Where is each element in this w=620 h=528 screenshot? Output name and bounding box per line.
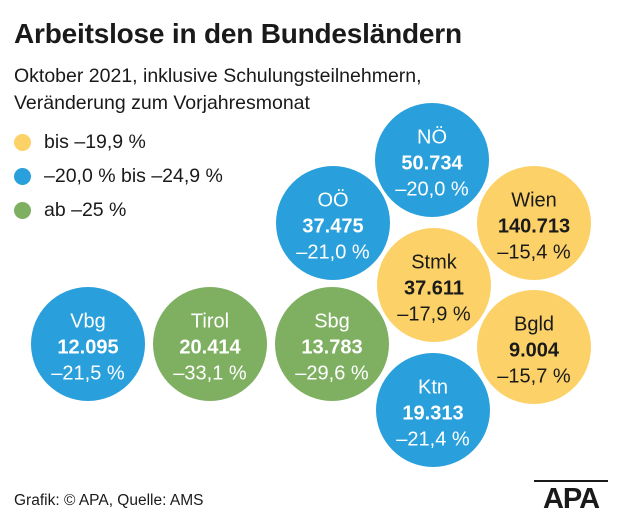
bubble-stmk: Stmk 37.611 –17,9 % [377,228,491,342]
bubble-change-label: –21,5 % [51,362,125,384]
bubble-region-label: Tirol [191,310,229,332]
bubble-region-label: Wien [511,189,557,211]
bubble-sbg: Sbg 13.783 –29,6 % [275,287,389,401]
bubble-circle [153,287,267,401]
legend: bis –19,9 % –20,0 % bis –24,9 % ab –25 % [14,125,223,227]
bubble-value-label: 140.713 [498,215,570,237]
bubble-change-label: –21,4 % [396,428,470,450]
bubble-circle [477,166,591,280]
bubble-value-label: 9.004 [509,339,560,361]
bubble-change-label: –29,6 % [295,362,369,384]
bubble-value-label: 37.611 [404,277,464,299]
bubble-region-label: NÖ [417,126,447,148]
bubble-region-label: Sbg [314,310,350,332]
bubble-change-label: –15,4 % [497,241,571,263]
subtitle-line-2: Veränderung zum Vorjahresmonat [14,92,310,114]
bubble-value-label: 37.475 [302,215,363,237]
bubble-circle [377,228,491,342]
bubble-region-label: Bgld [514,313,554,335]
bubble-change-label: –33,1 % [173,362,247,384]
bubble-value-label: 19.313 [402,402,463,424]
legend-dot-green [14,201,31,219]
bubble-circle [376,353,490,467]
bubble-region-label: Vbg [70,310,106,332]
bubble-change-label: –20,0 % [395,178,469,200]
apa-logo: APA [534,480,608,516]
legend-label: bis –19,9 % [44,130,146,153]
bubble-change-label: –21,0 % [296,241,370,263]
logo-stripe [534,480,608,482]
legend-item-blue: –20,0 % bis –24,9 % [14,159,223,193]
logo-text: APA [542,483,600,515]
chart-subtitle: Oktober 2021, inklusive Schulungsteilneh… [14,63,422,117]
bubble-tirol: Tirol 20.414 –33,1 % [153,287,267,401]
bubble-value-label: 50.734 [401,152,463,174]
bubble-circle [276,166,390,280]
bubble-vbg: Vbg 12.095 –21,5 % [31,287,145,401]
legend-item-yellow: bis –19,9 % [14,125,223,159]
bubble-region-label: Ktn [418,376,448,398]
legend-dot-blue [14,167,31,185]
bubble-value-label: 12.095 [57,336,118,358]
bubble-change-label: –17,9 % [397,303,471,325]
bubble-change-label: –15,7 % [497,365,571,387]
bubble-ktn: Ktn 19.313 –21,4 % [376,353,490,467]
bubble-noe: NÖ 50.734 –20,0 % [375,103,489,217]
bubble-value-label: 20.414 [179,336,241,358]
bubble-bgld: Bgld 9.004 –15,7 % [477,290,591,404]
bubble-region-label: OÖ [317,189,348,211]
chart-title: Arbeitslose in den Bundesländern [14,18,462,49]
bubble-circle [275,287,389,401]
legend-dot-yellow [14,133,31,151]
bubble-circle [31,287,145,401]
source-credit: Grafik: © APA, Quelle: AMS [14,492,204,509]
bubble-value-label: 13.783 [301,336,362,358]
legend-label: ab –25 % [44,198,127,221]
bubble-circle [477,290,591,404]
subtitle-line-1: Oktober 2021, inklusive Schulungsteilneh… [14,65,422,87]
legend-label: –20,0 % bis –24,9 % [44,164,223,187]
bubble-circle [375,103,489,217]
bubble-region-label: Stmk [411,251,458,273]
bubble-wien: Wien 140.713 –15,4 % [477,166,591,280]
legend-item-green: ab –25 % [14,193,223,227]
bubble-ooe: OÖ 37.475 –21,0 % [276,166,390,280]
